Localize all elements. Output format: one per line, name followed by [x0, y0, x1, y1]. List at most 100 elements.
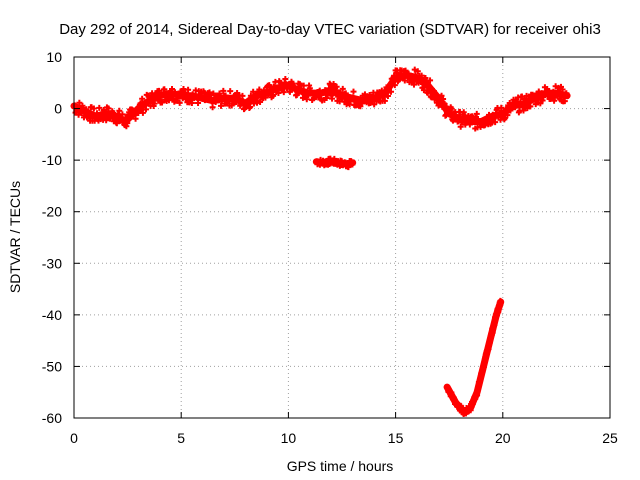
data-point: [116, 107, 123, 114]
grid: [74, 57, 610, 418]
data-point: [176, 99, 183, 106]
data-point: [227, 88, 234, 95]
data-point: [219, 96, 226, 103]
data-point: [218, 102, 225, 109]
data-point: [349, 161, 356, 168]
data-point: [423, 78, 430, 85]
data-point: [122, 114, 129, 121]
data-point: [448, 105, 455, 112]
data-point: [552, 83, 559, 90]
data-point: [195, 100, 202, 107]
data-point: [504, 112, 511, 119]
data-point: [492, 119, 499, 126]
data-point: [209, 104, 216, 111]
data-point: [339, 85, 346, 92]
data-point: [142, 106, 149, 113]
axis-ticks: 0 5 10 15 20 25 10 0 -10 -20 -30 -40 -50 -60: [42, 49, 618, 446]
data-point: [455, 118, 462, 125]
data-point: [342, 90, 349, 97]
y-tick-label: -40: [42, 307, 62, 323]
series-main: [70, 66, 571, 132]
data-point: [188, 99, 195, 106]
data-point: [410, 81, 417, 88]
chart-title: Day 292 of 2014, Sidereal Day-to-day VTE…: [59, 21, 601, 38]
data-point: [401, 77, 408, 84]
data-point: [139, 95, 146, 102]
x-tick-label: 20: [495, 430, 511, 446]
data-point: [275, 90, 282, 97]
x-tick-label: 5: [177, 430, 185, 446]
x-tick-label: 25: [602, 430, 618, 446]
data-point: [113, 120, 120, 127]
data-point: [507, 107, 514, 114]
data-point: [300, 82, 307, 89]
data-point: [149, 90, 156, 97]
data-point: [270, 92, 277, 99]
data-point: [438, 92, 445, 99]
data-point: [435, 102, 442, 109]
data-point: [85, 110, 92, 117]
y-tick-label: -60: [42, 410, 62, 426]
data-point: [78, 110, 85, 117]
y-tick-label: 10: [46, 49, 62, 65]
data-point: [411, 66, 418, 73]
data-point: [381, 97, 388, 104]
data-point: [253, 94, 260, 101]
data-point: [420, 87, 427, 94]
data-point: [563, 90, 570, 97]
data-point: [132, 115, 139, 122]
x-axis-label: GPS time / hours: [287, 458, 394, 474]
data-point: [388, 88, 395, 95]
y-tick-label: 0: [54, 101, 62, 117]
data-point: [527, 103, 534, 110]
data-point: [185, 86, 192, 93]
data-point: [139, 109, 146, 116]
x-tick-label: 15: [388, 430, 404, 446]
data-point: [473, 110, 480, 117]
data-point: [315, 94, 322, 101]
data-point: [517, 99, 524, 106]
data-point: [418, 72, 425, 79]
data-point: [96, 104, 103, 111]
data-point: [427, 77, 434, 84]
data-point: [491, 321, 498, 328]
data-point: [414, 68, 421, 75]
data-point: [305, 92, 312, 99]
data-point: [512, 104, 519, 111]
data-point: [559, 86, 566, 93]
data-point: [210, 90, 217, 97]
series-segment-2: [312, 155, 357, 171]
data-point: [100, 107, 107, 114]
x-tick-label: 0: [70, 430, 78, 446]
plot-frame: [73, 56, 611, 419]
data-point: [169, 85, 176, 92]
data-point: [172, 89, 179, 96]
data-point: [159, 99, 166, 106]
data-point: [520, 107, 527, 114]
data-point: [239, 92, 246, 99]
data-point: [322, 87, 329, 94]
data-point: [329, 95, 336, 102]
data-point: [282, 75, 289, 82]
data-point: [155, 87, 162, 94]
y-tick-label: -10: [42, 152, 62, 168]
data-point: [151, 100, 158, 107]
data-point: [80, 104, 87, 111]
data-series: [70, 66, 571, 418]
data-point: [110, 110, 117, 117]
data-point: [250, 88, 257, 95]
data-point: [544, 86, 551, 93]
data-point: [280, 89, 287, 96]
data-point: [124, 120, 131, 127]
data-point: [349, 94, 356, 101]
data-point: [247, 103, 254, 110]
data-point: [378, 87, 385, 94]
data-point: [75, 111, 82, 118]
data-point: [257, 99, 264, 106]
data-point: [430, 88, 437, 95]
y-tick-label: -50: [42, 358, 62, 374]
series-segment-3: [443, 297, 505, 418]
data-point: [262, 94, 269, 101]
data-point: [391, 82, 398, 89]
data-point: [119, 111, 126, 118]
